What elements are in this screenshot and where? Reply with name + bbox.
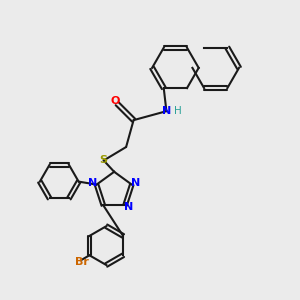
Text: N: N bbox=[124, 202, 133, 212]
Text: S: S bbox=[100, 155, 108, 166]
Text: N: N bbox=[88, 178, 98, 188]
Text: Br: Br bbox=[75, 257, 88, 267]
Text: N: N bbox=[162, 106, 171, 116]
Text: O: O bbox=[111, 96, 120, 106]
Text: N: N bbox=[131, 178, 140, 188]
Text: H: H bbox=[174, 106, 182, 116]
